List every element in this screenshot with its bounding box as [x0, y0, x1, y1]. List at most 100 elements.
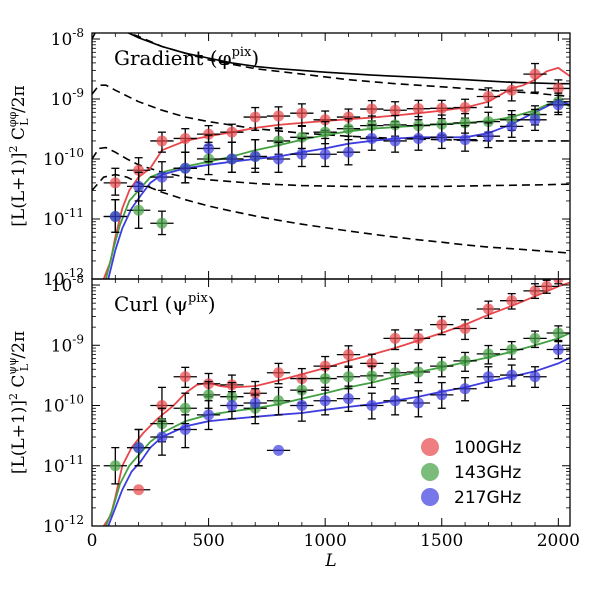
model-curve-143GHz	[105, 99, 570, 279]
marker	[203, 409, 215, 421]
marker	[412, 332, 424, 344]
data-point-100GHz	[453, 319, 477, 341]
marker	[273, 444, 285, 456]
data-point-217GHz	[430, 123, 454, 150]
panel-title: Curl (ψpix)	[114, 291, 216, 316]
marker	[366, 132, 378, 144]
x-tick-label: 1500	[420, 531, 463, 551]
marker	[389, 135, 401, 147]
marker	[296, 400, 308, 412]
marker	[249, 111, 261, 123]
legend-marker	[421, 488, 439, 506]
marker	[296, 107, 308, 119]
marker	[156, 431, 168, 443]
marker	[459, 322, 471, 334]
marker	[273, 110, 285, 122]
marker	[179, 423, 191, 435]
y-tick-label: 10-10	[43, 393, 84, 417]
x-tick-label: 0	[87, 531, 98, 551]
y-tick-label: 10-11	[43, 206, 84, 230]
marker	[133, 180, 145, 192]
marker	[389, 395, 401, 407]
x-tick-label: 500	[192, 531, 224, 551]
marker	[179, 132, 191, 144]
marker	[342, 393, 354, 405]
marker	[133, 164, 145, 176]
data-point-143GHz	[453, 351, 477, 372]
marker	[366, 103, 378, 115]
marker	[529, 68, 541, 80]
data-point-217GHz	[406, 124, 431, 151]
data-point-217GHz	[430, 381, 454, 409]
data-point-100GHz	[500, 292, 524, 310]
legend-item-143GHz: 143GHz	[421, 463, 521, 483]
data-point-217GHz	[220, 390, 244, 420]
x-axis-label: L	[324, 551, 336, 571]
marker	[389, 332, 401, 344]
marker	[319, 126, 331, 138]
plot-area	[92, 33, 570, 279]
marker	[156, 135, 168, 147]
marker	[249, 397, 261, 409]
marker	[109, 177, 121, 189]
marker	[412, 366, 424, 378]
y-tick-label: 10-12	[43, 513, 84, 537]
marker	[436, 360, 448, 372]
model-curve-217GHz	[107, 99, 570, 279]
marker	[506, 295, 518, 307]
marker	[436, 319, 448, 331]
data-point-100GHz	[546, 79, 570, 101]
marker	[482, 303, 494, 315]
marker	[552, 344, 564, 356]
data-point-217GHz	[406, 390, 431, 418]
marker	[529, 285, 541, 297]
data-point-100GHz	[266, 362, 291, 385]
marker	[459, 355, 471, 367]
data-point-100GHz	[220, 123, 244, 143]
marker	[552, 82, 564, 94]
data-point-100GHz	[126, 484, 151, 496]
x-axis: 0 500 1000 1500 2000 L	[87, 531, 580, 571]
data-point-143GHz	[383, 362, 407, 385]
y-tick-label: 10-12	[43, 266, 84, 290]
data-point-217GHz	[243, 139, 267, 169]
legend-marker	[421, 438, 439, 456]
legend-label: 100GHz	[454, 438, 521, 458]
data-point-217GHz	[336, 135, 361, 166]
marker	[179, 402, 191, 414]
data-point-217GHz	[266, 141, 291, 173]
data-point-100GHz	[430, 315, 454, 336]
data-point-100GHz	[266, 106, 291, 130]
marker	[133, 484, 145, 496]
data-point-100GHz	[406, 329, 431, 351]
marker	[506, 84, 518, 96]
data-point-100GHz	[383, 329, 407, 351]
y-tick-label: 10-9	[51, 86, 84, 110]
marker	[273, 153, 285, 165]
data-point-217GHz	[383, 388, 407, 416]
marker	[296, 148, 308, 160]
data-point-100GHz	[150, 131, 174, 153]
marker	[482, 91, 494, 103]
marker	[319, 114, 331, 126]
data-point-100GHz	[476, 300, 501, 319]
legend-item-100GHz: 100GHz	[421, 438, 521, 458]
model-curve-100GHz	[102, 281, 570, 526]
marker	[459, 134, 471, 146]
x-tick-label: 1000	[304, 531, 347, 551]
marker	[389, 104, 401, 116]
data-point-217GHz	[290, 390, 314, 422]
data-point-100GHz	[336, 345, 361, 367]
marker	[366, 400, 378, 412]
data-point-217GHz	[173, 151, 197, 184]
marker	[342, 146, 354, 158]
marker	[552, 327, 564, 339]
marker	[179, 371, 191, 383]
marker	[226, 126, 238, 138]
marker	[529, 114, 541, 126]
y-tick-label: 10-8	[51, 26, 84, 50]
data-point-217GHz	[476, 122, 501, 149]
marker	[529, 371, 541, 383]
reference-curve-signal	[126, 33, 570, 85]
data-point-143GHz	[430, 356, 454, 378]
